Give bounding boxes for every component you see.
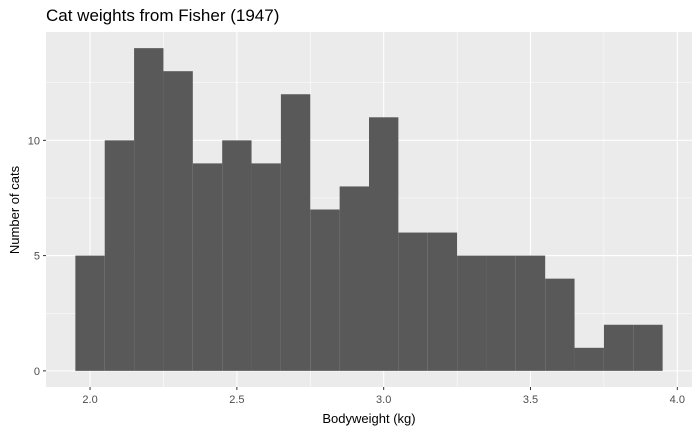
histogram-bar	[457, 255, 487, 371]
histogram-bar	[339, 186, 369, 371]
histogram-bar	[134, 48, 164, 371]
histogram-bar	[633, 324, 663, 371]
x-tick-labels: 2.0 2.5 3.0 3.5 4.0	[82, 394, 685, 406]
histogram-bar	[486, 255, 516, 371]
histogram-bar	[104, 140, 135, 371]
histogram-bar	[369, 117, 399, 371]
histogram-bar	[515, 255, 546, 371]
x-tick-label: 3.0	[376, 394, 391, 406]
y-tick-label: 10	[28, 135, 40, 147]
histogram-bar	[398, 232, 428, 371]
x-tick-label: 2.0	[82, 394, 97, 406]
y-tick-label: 5	[34, 251, 40, 263]
histogram-bar	[427, 232, 458, 371]
y-tick-labels: 0 5 10	[28, 135, 40, 378]
x-tick-label: 2.5	[229, 394, 244, 406]
histogram-bar	[545, 278, 575, 371]
histogram-bar	[192, 163, 223, 371]
histogram-bar	[163, 71, 193, 371]
histogram-bar	[310, 209, 340, 371]
x-tick-label: 4.0	[670, 394, 685, 406]
histogram-bars	[75, 48, 663, 371]
x-axis-title: Bodyweight (kg)	[322, 411, 415, 426]
histogram-bar	[603, 324, 634, 371]
histogram-bar	[75, 255, 105, 371]
y-axis-title: Number of cats	[7, 165, 22, 254]
axis-ticks	[43, 139, 678, 390]
chart-title: Cat weights from Fisher (1947)	[46, 6, 280, 25]
histogram-bar	[251, 163, 281, 371]
y-tick-label: 0	[34, 366, 40, 378]
histogram-bar	[222, 140, 252, 371]
histogram-bar	[280, 94, 311, 371]
x-tick-label: 3.5	[523, 394, 538, 406]
histogram-bar	[574, 347, 604, 371]
